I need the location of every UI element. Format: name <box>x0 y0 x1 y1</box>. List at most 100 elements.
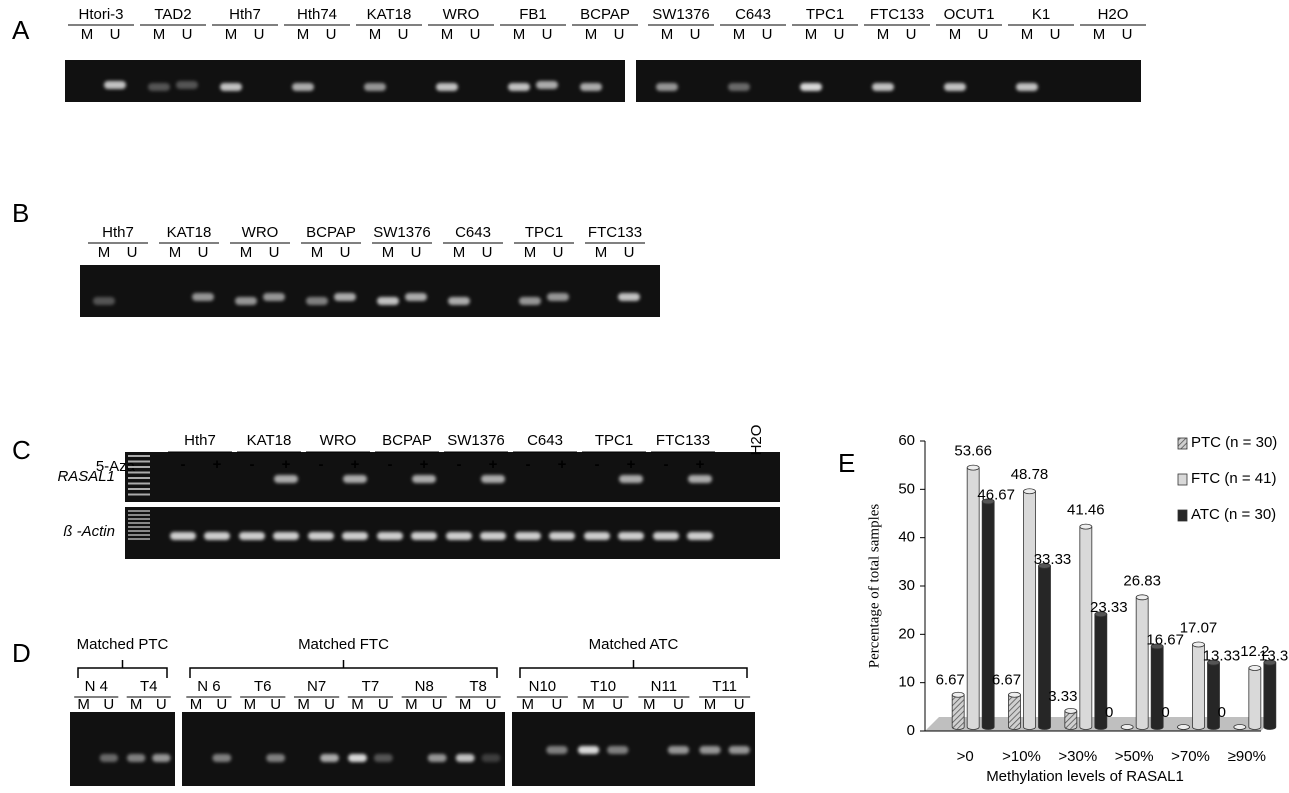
lane-label: M <box>524 244 537 261</box>
x-tick-label: >0 <box>957 748 974 765</box>
value-label: 0 <box>1105 704 1113 721</box>
gel-band <box>176 81 198 89</box>
bar <box>1264 660 1276 729</box>
sample-label: OCUT1 <box>944 6 995 23</box>
lane-label: M <box>382 244 395 261</box>
sample-label: K1 <box>1032 6 1050 23</box>
lane-label: M <box>585 26 598 43</box>
gel-band <box>480 532 506 540</box>
gel-band <box>334 293 356 301</box>
legend-swatch <box>1178 510 1187 521</box>
gel-band <box>266 754 285 762</box>
x-tick-label: >10% <box>1002 748 1041 765</box>
gel-band <box>212 754 231 762</box>
bar-body <box>1264 663 1276 730</box>
gel-band <box>274 475 298 483</box>
gel-band <box>152 754 170 762</box>
sample-label: T11 <box>712 678 737 695</box>
lane-label: M <box>169 244 182 261</box>
bar-body <box>1039 566 1051 730</box>
ladder-band <box>128 538 150 540</box>
ladder-band <box>128 514 150 516</box>
sample-label: Hth7 <box>229 6 261 23</box>
sample-label: KAT18 <box>247 432 292 449</box>
gel-band <box>546 746 567 754</box>
lane-label: M <box>704 696 717 713</box>
gel-band <box>656 83 678 91</box>
bar-top <box>1121 725 1133 730</box>
gel-band <box>320 754 339 762</box>
value-label: 0 <box>1161 704 1169 721</box>
lane-label: U <box>198 244 209 261</box>
gel-band <box>618 293 640 301</box>
sign-label: + <box>696 456 705 473</box>
value-label: 23.33 <box>1090 599 1128 616</box>
gel-band <box>515 532 541 540</box>
lane-label: M <box>643 696 656 713</box>
bar-body <box>1024 491 1036 729</box>
y-tick-label: 20 <box>898 625 915 642</box>
gel-band <box>235 297 257 305</box>
bar-top <box>1065 708 1077 713</box>
sample-label: C643 <box>527 432 563 449</box>
lane-label: M <box>582 696 595 713</box>
bar-top <box>1080 524 1092 529</box>
lane-label: U <box>1050 26 1061 43</box>
row-label: RASAL1 <box>57 468 115 485</box>
gel-band <box>308 532 334 540</box>
bar-top <box>1009 692 1021 697</box>
ladder-band <box>128 488 150 490</box>
gel-band <box>578 746 599 754</box>
gel-image <box>636 60 1141 102</box>
sample-label: Hth7 <box>102 224 134 241</box>
sample-label: SW1376 <box>447 432 505 449</box>
gel-image <box>125 452 780 502</box>
panel-label: E <box>838 448 855 478</box>
gel-band <box>519 297 541 305</box>
sign-label: - <box>664 456 669 473</box>
y-tick-label: 50 <box>898 480 915 497</box>
lane-label: U <box>614 26 625 43</box>
x-tick-label: >70% <box>1171 748 1210 765</box>
y-tick-label: 30 <box>898 577 915 594</box>
bar <box>1121 725 1133 730</box>
lane-label: M <box>81 26 94 43</box>
sample-label: N8 <box>415 678 434 695</box>
bar <box>1065 708 1077 729</box>
gel-band <box>239 532 265 540</box>
lane-label: U <box>270 696 281 713</box>
lane-label: M <box>522 696 535 713</box>
sample-label: TPC1 <box>525 224 563 241</box>
bar-body <box>1136 597 1148 729</box>
lane-label: U <box>411 244 422 261</box>
bar-top <box>1249 666 1261 671</box>
lane-label: U <box>398 26 409 43</box>
lane-label: U <box>978 26 989 43</box>
gel-band <box>607 746 628 754</box>
lane-label: U <box>127 244 138 261</box>
x-tick-label: >50% <box>1115 748 1154 765</box>
sample-label: Htori-3 <box>78 6 123 23</box>
bar-top <box>967 465 979 470</box>
group-label: Matched PTC <box>77 636 169 653</box>
gel-band <box>342 532 368 540</box>
lane-label: M <box>77 696 90 713</box>
x-axis-title: Methylation levels of RASAL1 <box>986 768 1184 785</box>
sign-label: - <box>319 456 324 473</box>
lane-label: U <box>906 26 917 43</box>
y-tick-label: 10 <box>898 674 915 691</box>
sample-label: T4 <box>140 678 158 695</box>
lane-label: M <box>297 26 310 43</box>
blank-label: H2O <box>748 425 765 456</box>
sample-label: WRO <box>320 432 357 449</box>
legend-label: PTC (n = 30) <box>1191 434 1277 451</box>
lane-label: M <box>369 26 382 43</box>
value-label: 33.33 <box>1034 551 1072 568</box>
gel-band <box>547 293 569 301</box>
gel-band <box>800 83 822 91</box>
ladder-band <box>128 461 150 463</box>
sample-label: T10 <box>590 678 616 695</box>
row-label: ß -Actin <box>63 523 115 540</box>
lane-label: M <box>405 696 418 713</box>
sample-label: WRO <box>443 6 480 23</box>
